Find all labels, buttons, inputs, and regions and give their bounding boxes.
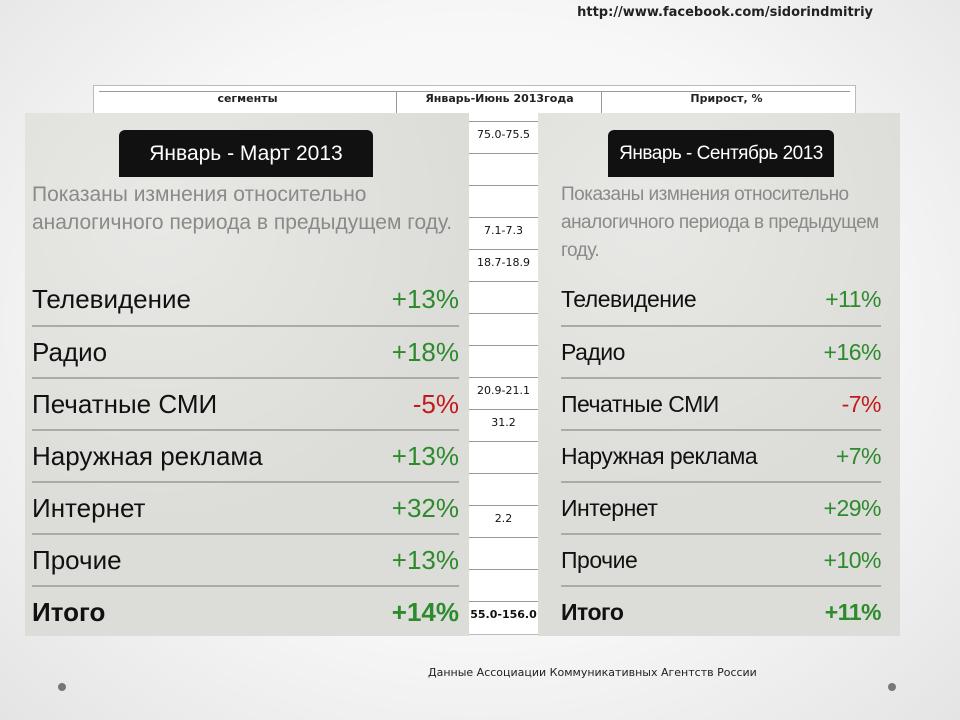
segment-growth-value: +11% <box>825 285 881 312</box>
segment-name: Печатные СМИ <box>561 390 719 417</box>
segment-row: Телевидение +13% <box>32 273 459 325</box>
panel-description: Показаны измнения относительно аналогичн… <box>561 184 879 261</box>
segment-row: Наружная реклама +13% <box>32 429 459 481</box>
header-growth: Прирост, % <box>601 92 851 122</box>
segment-row: Наружная реклама +7% <box>561 429 882 481</box>
background-table-header: сегменты Январь-Июнь 2013года Прирост, % <box>99 91 850 122</box>
segment-row: Печатные СМИ -5% <box>32 377 459 429</box>
header-period: Январь-Июнь 2013года <box>396 92 602 122</box>
segment-name: Итого <box>561 598 624 625</box>
segment-growth-value: +32% <box>391 492 459 523</box>
segment-row: Телевидение +11% <box>561 273 881 325</box>
background-table-cell <box>468 345 539 374</box>
background-table-cell: 55.0-156.0 <box>468 601 539 630</box>
panel-jan-sep-2013: Январь - Сентябрь 2013 Показаны измнения… <box>538 113 900 636</box>
segment-name: Телевидение <box>561 285 697 312</box>
period-tab: Январь - Март 2013 <box>119 130 373 177</box>
segment-growth-value: +11% <box>824 598 882 625</box>
segment-name: Интернет <box>32 492 146 523</box>
background-table-cell <box>468 473 539 502</box>
source-url: http://www.facebook.com/sidorindmitriy <box>577 5 873 20</box>
segment-name: Наружная реклама <box>561 442 758 469</box>
background-table-cell: 20.9-21.1 <box>468 377 539 406</box>
segment-row: Печатные СМИ -7% <box>561 377 882 429</box>
segment-name: Радио <box>561 338 625 365</box>
segment-growth-value: +7% <box>835 442 882 469</box>
panel-description: Показаны измнения относительно аналогичн… <box>32 183 453 234</box>
header-segments: сегменты <box>217 92 278 105</box>
segment-name: Радио <box>32 336 108 367</box>
segment-row: Интернет +32% <box>32 481 459 533</box>
background-table-cell <box>468 441 539 470</box>
background-table-cell <box>468 569 539 598</box>
segment-row: Итого +14% <box>32 585 459 636</box>
segment-row: Прочие +10% <box>561 533 882 585</box>
background-table-cell: 7.1-7.3 <box>468 217 539 246</box>
background-table-cell <box>468 537 539 566</box>
background-table-cell <box>468 313 539 342</box>
segment-row: Итого +11% <box>561 585 882 636</box>
segment-growth-value: +18% <box>391 336 459 367</box>
background-table-cell <box>468 281 539 310</box>
decorative-dot <box>58 683 66 691</box>
period-tab: Январь - Сентябрь 2013 <box>608 130 834 177</box>
background-table-values: 75.0-75.5 7.1-7.3 18.7-18.9 20.9-21.1 31.2 2.… <box>466 121 541 634</box>
segment-name: Итого <box>32 596 106 627</box>
segment-growth-value: +13% <box>391 440 459 471</box>
background-table-cell: 2.2 <box>468 505 539 534</box>
segment-list: Телевидение +13% Радио +18% Печатные СМИ -5% Н… <box>32 273 459 636</box>
segment-list: Телевидение +11% Радио +16% Печатные СМИ -7% Н… <box>561 273 882 636</box>
segment-name: Наружная реклама <box>32 440 263 471</box>
background-table-cell: 18.7-18.9 <box>468 249 539 278</box>
segment-name: Телевидение <box>32 283 191 314</box>
segment-growth-value: -7% <box>841 390 882 417</box>
segment-growth-value: -5% <box>412 388 459 419</box>
background-table-cell <box>468 153 539 182</box>
segment-row: Радио +16% <box>561 325 882 377</box>
segment-row: Интернет +29% <box>561 481 882 533</box>
panel-jan-mar-2013: Январь - Март 2013 Показаны измнения отн… <box>25 113 469 636</box>
background-table-cell: 75.0-75.5 <box>468 121 539 150</box>
segment-row: Прочие +13% <box>32 533 459 585</box>
segment-row: Радио +18% <box>32 325 459 377</box>
segment-growth-value: +13% <box>391 283 459 314</box>
segment-growth-value: +16% <box>823 338 882 365</box>
decorative-dot <box>888 683 896 691</box>
segment-name: Печатные СМИ <box>32 388 218 419</box>
data-source-note: Данные Ассоциации Коммуникативных Агентс… <box>428 666 757 679</box>
segment-name: Прочие <box>561 546 638 573</box>
background-table-cell <box>468 185 539 214</box>
segment-name: Интернет <box>561 494 658 521</box>
background-table-cell: 31.2 <box>468 409 539 438</box>
segment-growth-value: +29% <box>823 494 882 521</box>
segment-growth-value: +10% <box>823 546 882 573</box>
segment-name: Прочие <box>32 544 122 575</box>
segment-growth-value: +13% <box>391 544 459 575</box>
segment-growth-value: +14% <box>391 596 459 627</box>
